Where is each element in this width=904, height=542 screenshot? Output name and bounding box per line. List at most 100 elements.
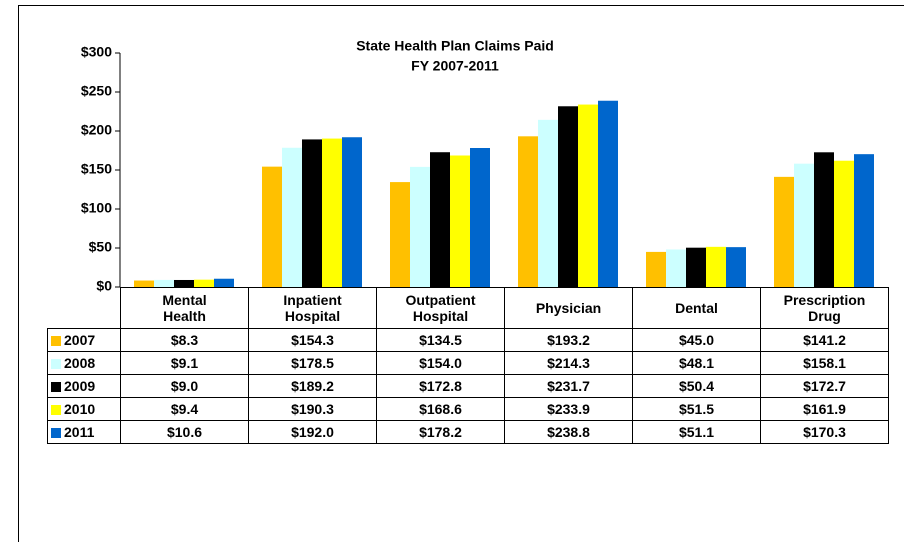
table-row: 2010 $9.4 $190.3 $168.6 $233.9 $51.5 $161.9	[47, 397, 889, 421]
table-row: 2011 $10.6 $192.0 $178.2 $238.8 $51.1 $170.3	[47, 420, 889, 444]
bar	[794, 163, 814, 287]
value-cell: $50.4	[632, 374, 761, 398]
legend-cell: 2011	[47, 420, 121, 444]
value-cell: $9.4	[120, 397, 249, 421]
legend-label: 2009	[64, 378, 96, 394]
value-cell: $10.6	[120, 420, 249, 444]
bar	[598, 100, 618, 288]
category-label: Physician	[535, 300, 602, 316]
bar	[322, 138, 342, 287]
value-cell: $134.5	[376, 328, 505, 352]
category-label: Prescription Drug	[783, 292, 866, 324]
legend-key	[51, 359, 61, 369]
bar	[390, 182, 410, 287]
bar	[134, 280, 154, 287]
bar	[706, 246, 726, 287]
chart-subtitle: FY 2007-2011	[411, 58, 499, 74]
value-cell: $9.1	[120, 351, 249, 375]
bar	[538, 119, 558, 287]
bar	[194, 279, 214, 287]
value-cell: $172.8	[376, 374, 505, 398]
value-cell: $51.5	[632, 397, 761, 421]
legend-label: 2008	[64, 355, 96, 371]
legend-label: 2010	[64, 401, 96, 417]
legend-label: 2007	[64, 332, 96, 348]
category-cell: Physician	[504, 287, 633, 329]
category-label: Dental	[675, 300, 718, 316]
legend-label: 2011	[64, 424, 95, 440]
bar	[578, 104, 598, 287]
value-cell: $154.0	[376, 351, 505, 375]
value-cell: $172.7	[760, 374, 889, 398]
bar	[410, 166, 430, 287]
legend-key	[51, 428, 61, 438]
bar	[174, 279, 194, 287]
y-tick-label: $200	[81, 122, 112, 138]
value-cell: $192.0	[248, 420, 377, 444]
value-cell: $48.1	[632, 351, 761, 375]
category-label: Mental Health	[162, 292, 207, 324]
bar	[726, 247, 746, 287]
bar	[666, 249, 686, 287]
legend-cell: 2010	[47, 397, 121, 421]
bar	[214, 278, 234, 287]
legend-cell: 2007	[47, 328, 121, 352]
bar	[814, 152, 834, 287]
chart-title: State Health Plan Claims Paid	[356, 38, 554, 54]
value-cell: $8.3	[120, 328, 249, 352]
bar	[854, 154, 874, 287]
value-cell: $154.3	[248, 328, 377, 352]
y-tick-label: $100	[81, 200, 112, 216]
value-cell: $214.3	[504, 351, 633, 375]
value-cell: $158.1	[760, 351, 889, 375]
value-cell: $238.8	[504, 420, 633, 444]
value-cell: $189.2	[248, 374, 377, 398]
value-cell: $51.1	[632, 420, 761, 444]
value-cell: $168.6	[376, 397, 505, 421]
bar	[558, 106, 578, 287]
value-cell: $233.9	[504, 397, 633, 421]
chart-frame	[18, 5, 904, 542]
bar	[470, 148, 490, 287]
bar	[646, 251, 666, 287]
legend-key	[51, 405, 61, 415]
bar	[342, 137, 362, 287]
bar	[518, 136, 538, 287]
bar	[302, 139, 322, 287]
bar	[450, 155, 470, 287]
value-cell: $9.0	[120, 374, 249, 398]
category-label: Outpatient Hospital	[405, 292, 476, 324]
category-cell: Dental	[632, 287, 761, 329]
category-cell: Inpatient Hospital	[248, 287, 377, 329]
value-cell: $178.2	[376, 420, 505, 444]
value-cell: $231.7	[504, 374, 633, 398]
bar	[686, 247, 706, 287]
value-cell: $141.2	[760, 328, 889, 352]
legend-key	[51, 382, 61, 392]
bar	[154, 279, 174, 287]
value-cell: $178.5	[248, 351, 377, 375]
legend-key	[51, 336, 61, 346]
y-tick-label: $250	[81, 83, 112, 99]
table-row: 2007 $8.3 $154.3 $134.5 $193.2 $45.0 $141.2	[47, 328, 889, 352]
table-row: 2008 $9.1 $178.5 $154.0 $214.3 $48.1 $158.1	[47, 351, 889, 375]
y-tick-label: $50	[89, 239, 113, 255]
category-label: Inpatient Hospital	[283, 292, 342, 324]
data-table: Mental Health Inpatient Hospital Outpatien…	[47, 287, 889, 444]
corner-cell	[47, 287, 121, 329]
category-cell: Mental Health	[120, 287, 249, 329]
value-cell: $45.0	[632, 328, 761, 352]
category-cell: Outpatient Hospital	[376, 287, 505, 329]
bar	[834, 160, 854, 287]
value-cell: $161.9	[760, 397, 889, 421]
bar	[774, 176, 794, 287]
value-cell: $193.2	[504, 328, 633, 352]
table-row: 2009 $9.0 $189.2 $172.8 $231.7 $50.4 $172.7	[47, 374, 889, 398]
bar	[430, 152, 450, 287]
value-cell: $170.3	[760, 420, 889, 444]
bar	[282, 147, 302, 287]
bar	[262, 166, 282, 287]
value-cell: $190.3	[248, 397, 377, 421]
